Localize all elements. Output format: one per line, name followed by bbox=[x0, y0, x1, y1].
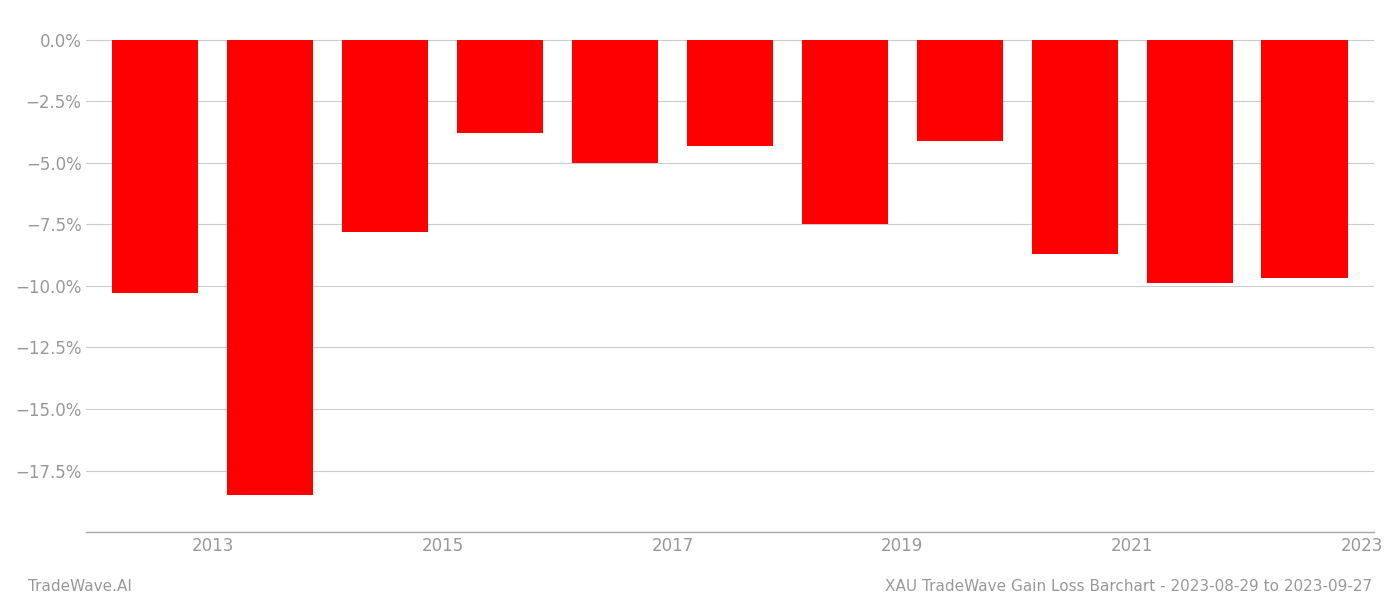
Bar bbox=[802, 40, 888, 224]
Bar bbox=[917, 40, 1002, 140]
Bar bbox=[456, 40, 543, 133]
Bar bbox=[342, 40, 428, 232]
Text: XAU TradeWave Gain Loss Barchart - 2023-08-29 to 2023-09-27: XAU TradeWave Gain Loss Barchart - 2023-… bbox=[885, 579, 1372, 594]
Text: TradeWave.AI: TradeWave.AI bbox=[28, 579, 132, 594]
Bar bbox=[573, 40, 658, 163]
Bar bbox=[1147, 40, 1233, 283]
Bar bbox=[1261, 40, 1348, 278]
Bar bbox=[687, 40, 773, 146]
Bar bbox=[1032, 40, 1117, 254]
Bar bbox=[112, 40, 199, 293]
Bar bbox=[227, 40, 314, 495]
